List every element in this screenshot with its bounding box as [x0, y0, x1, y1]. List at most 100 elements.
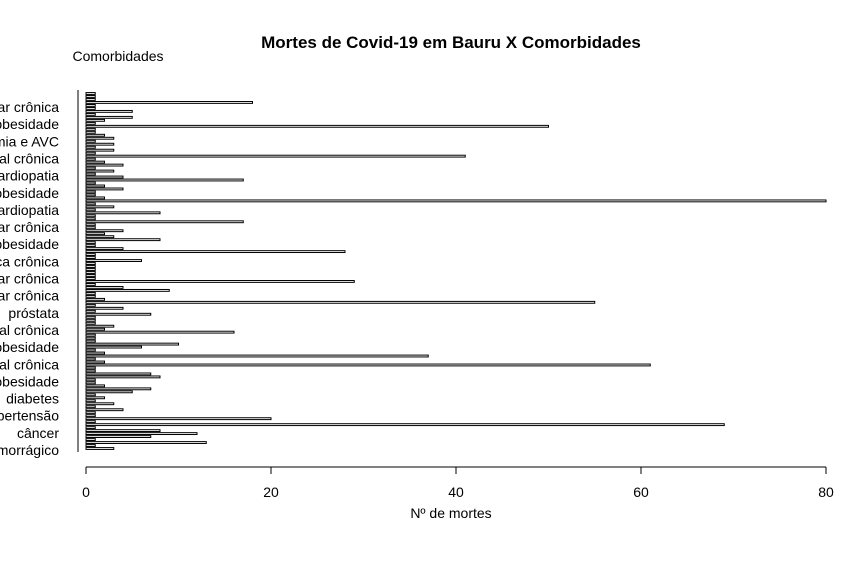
bar	[85, 432, 198, 436]
bar	[85, 330, 235, 334]
bar	[85, 309, 96, 313]
bar	[85, 226, 96, 230]
bar	[85, 95, 96, 98]
x-tick-label: 60	[633, 484, 649, 500]
bar	[85, 369, 96, 373]
x-tick-label: 20	[263, 484, 279, 500]
bar	[85, 420, 96, 424]
chart-title: Mortes de Covid-19 em Bauru X Comorbidad…	[261, 33, 641, 52]
bar	[85, 291, 96, 295]
bar	[85, 223, 96, 227]
bar	[85, 238, 161, 242]
bar	[85, 175, 124, 179]
category-label: cardiopatia	[0, 168, 59, 184]
bar	[85, 423, 725, 427]
bar	[85, 438, 96, 441]
category-label: hemorrágico	[0, 442, 59, 458]
bar	[85, 190, 96, 194]
bar	[85, 145, 96, 149]
bar	[85, 360, 105, 364]
category-label: renal crônica	[0, 150, 59, 166]
bar	[85, 435, 152, 438]
bar	[85, 300, 596, 304]
bar	[85, 229, 124, 233]
bar	[85, 393, 96, 397]
bar	[85, 92, 96, 95]
bar	[85, 133, 105, 137]
bar	[85, 262, 96, 265]
bar	[85, 256, 96, 259]
bar	[85, 220, 244, 224]
bar	[85, 172, 96, 176]
category-label: pulmonar crônica	[0, 271, 59, 287]
bar	[85, 324, 115, 328]
bar	[85, 348, 96, 352]
bar	[85, 339, 96, 343]
bar	[85, 265, 96, 268]
bar	[85, 154, 466, 158]
bar	[85, 351, 105, 355]
bar	[85, 109, 133, 113]
bar	[85, 378, 96, 382]
category-label: próstata	[8, 305, 59, 321]
bar	[85, 178, 244, 182]
bar	[85, 411, 96, 415]
bar	[85, 136, 115, 140]
bar	[85, 280, 355, 283]
bar	[85, 318, 96, 322]
bar	[85, 408, 124, 412]
bar	[85, 274, 96, 277]
bar	[85, 366, 96, 370]
bar	[85, 148, 115, 152]
category-label: pulmonar crônica	[0, 219, 59, 235]
bar	[85, 208, 96, 212]
bar	[85, 151, 96, 155]
bar	[85, 232, 105, 236]
bar	[85, 387, 152, 391]
x-axis-label: Nº de mortes	[410, 505, 491, 521]
bar	[85, 169, 115, 173]
bar	[85, 142, 115, 146]
bar	[85, 124, 549, 128]
bar	[85, 112, 96, 116]
bar	[85, 235, 115, 239]
bar	[85, 405, 96, 409]
bar	[85, 118, 105, 122]
category-label: hepática crônica	[0, 253, 59, 269]
bar	[85, 184, 105, 188]
bar	[85, 101, 253, 104]
bars-group	[85, 92, 827, 450]
bar	[85, 217, 96, 221]
bar	[85, 381, 96, 385]
bar	[85, 336, 96, 340]
bar	[85, 375, 161, 379]
bar	[85, 104, 96, 107]
bar	[85, 211, 161, 215]
bar	[85, 241, 96, 245]
bar	[85, 321, 96, 325]
bar	[85, 345, 142, 349]
bar	[85, 166, 96, 170]
bar	[85, 106, 96, 110]
bar	[85, 202, 96, 206]
category-label: obesidade	[0, 185, 59, 201]
bar	[85, 399, 96, 403]
bar	[85, 199, 827, 203]
bar	[85, 163, 124, 167]
bar	[85, 327, 105, 331]
bar	[85, 444, 96, 447]
bar	[85, 187, 124, 191]
bar	[85, 426, 96, 430]
category-label: pulmonar crônica	[0, 99, 59, 115]
bar	[85, 414, 96, 418]
category-label: cardiopatia	[0, 202, 59, 218]
bar	[85, 253, 96, 257]
bar	[85, 259, 142, 262]
x-axis: 0 20 40 60 80	[82, 466, 834, 500]
category-label: câncer	[17, 425, 59, 441]
bar	[85, 306, 124, 310]
bar	[85, 271, 96, 274]
bar	[85, 121, 96, 125]
bar	[85, 115, 133, 119]
